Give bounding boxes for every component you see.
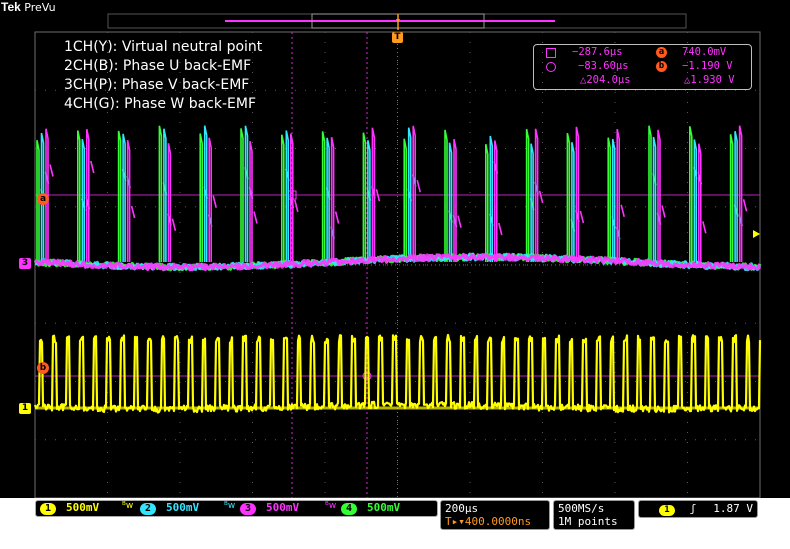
cursor-b-badge: b: [656, 61, 667, 72]
ch2-scale-value: 500mV: [166, 501, 200, 514]
legend-line-ch1: 1CH(Y): Virtual neutral point: [64, 39, 263, 55]
ch2-bw-icon: ᴮw: [224, 501, 236, 511]
timebase-scale: 200µs: [445, 502, 479, 515]
ch1-scale[interactable]: 1 500mV: [40, 501, 100, 515]
cursor-a-marker[interactable]: a: [37, 193, 49, 205]
ch4-trace-spikes: [36, 125, 739, 262]
cursor-b-voltage: −1.190 V: [682, 60, 733, 72]
channel-markers: [396, 19, 760, 238]
ch4-scale[interactable]: 4 500mV: [341, 501, 401, 515]
cursor-b-handle: [362, 371, 372, 381]
ch2-scale[interactable]: 2 500mV: [140, 501, 200, 515]
ch3-trace-spikes: [45, 125, 748, 262]
ch3-trace-baseline: [34, 252, 762, 272]
ch1-trace: [33, 333, 762, 414]
waveform-traces: [33, 125, 762, 414]
trigger-position-marker[interactable]: T: [392, 32, 403, 43]
trigger-slope-icon: ʃ: [689, 502, 697, 515]
cursor1-time: −287.6µs: [572, 46, 623, 58]
record-length: 1M points: [558, 515, 618, 528]
ch3-bw-icon: ᴮw: [325, 501, 337, 511]
mode-label: PreVu: [24, 1, 56, 14]
channel-settings-box: [35, 500, 438, 517]
legend-line-ch3: 3CH(P): Phase V back-EMF: [64, 77, 250, 93]
ch1-scale-value: 500mV: [66, 501, 100, 514]
cursor-readout: −287.6µs −83.60µs △204.0µs a 740.0mV b −…: [533, 44, 752, 90]
ch2-badge: 2: [140, 503, 156, 515]
ch2-trace-spikes: [40, 125, 743, 262]
ch3-ground-marker[interactable]: 3: [19, 258, 31, 269]
cursor2-time: −83.60µs: [578, 60, 629, 72]
brand-name: Tek: [1, 0, 21, 14]
legend-line-ch2: 2CH(B): Phase U back-EMF: [64, 58, 252, 74]
trigger-source-badge: 1: [659, 505, 675, 516]
channel-legend: 1CH(Y): Virtual neutral point 2CH(B): Ph…: [64, 38, 262, 114]
trigger-level-arrow: [753, 230, 760, 238]
brand-label: Tek PreVu: [0, 0, 80, 15]
cursor1-square-icon: [546, 48, 556, 58]
legend-line-ch4: 4CH(G): Phase W back-EMF: [64, 96, 256, 112]
delta-voltage: △1.930 V: [684, 74, 735, 86]
ch1-bw-icon: ᴮw: [122, 501, 134, 511]
status-bar: 1 500mV ᴮw 2 500mV ᴮw 3 500mV ᴮw 4 500mV 200…: [0, 498, 790, 549]
ch4-scale-value: 500mV: [367, 501, 401, 514]
ch3-scale[interactable]: 3 500mV: [240, 501, 300, 515]
overview-trigger-arrow: [396, 19, 400, 23]
cursor-b-marker[interactable]: b: [37, 362, 49, 374]
ch3-badge: 3: [240, 503, 256, 515]
trigger-level: 1.87 V: [713, 502, 753, 515]
cursor-a-badge: a: [656, 47, 667, 58]
cursor-a-voltage: 740.0mV: [682, 46, 727, 58]
timebase-position: T▸▾400.0000ns: [445, 515, 532, 528]
sample-rate: 500MS/s: [558, 502, 605, 515]
ch4-badge: 4: [341, 503, 357, 515]
record-overview-bar: [107, 13, 687, 30]
acquisition-box[interactable]: 500MS/s 1M points: [553, 500, 635, 530]
ch1-ground-marker[interactable]: 1: [19, 403, 31, 414]
ch3-scale-value: 500mV: [266, 501, 300, 514]
ch1-badge: 1: [40, 503, 56, 515]
timebase-box[interactable]: 200µs T▸▾400.0000ns: [440, 500, 550, 530]
trigger-box[interactable]: 1 ʃ 1.87 V: [638, 500, 758, 518]
cursor2-circle-icon: [546, 62, 556, 72]
delta-time: △204.0µs: [580, 74, 631, 86]
